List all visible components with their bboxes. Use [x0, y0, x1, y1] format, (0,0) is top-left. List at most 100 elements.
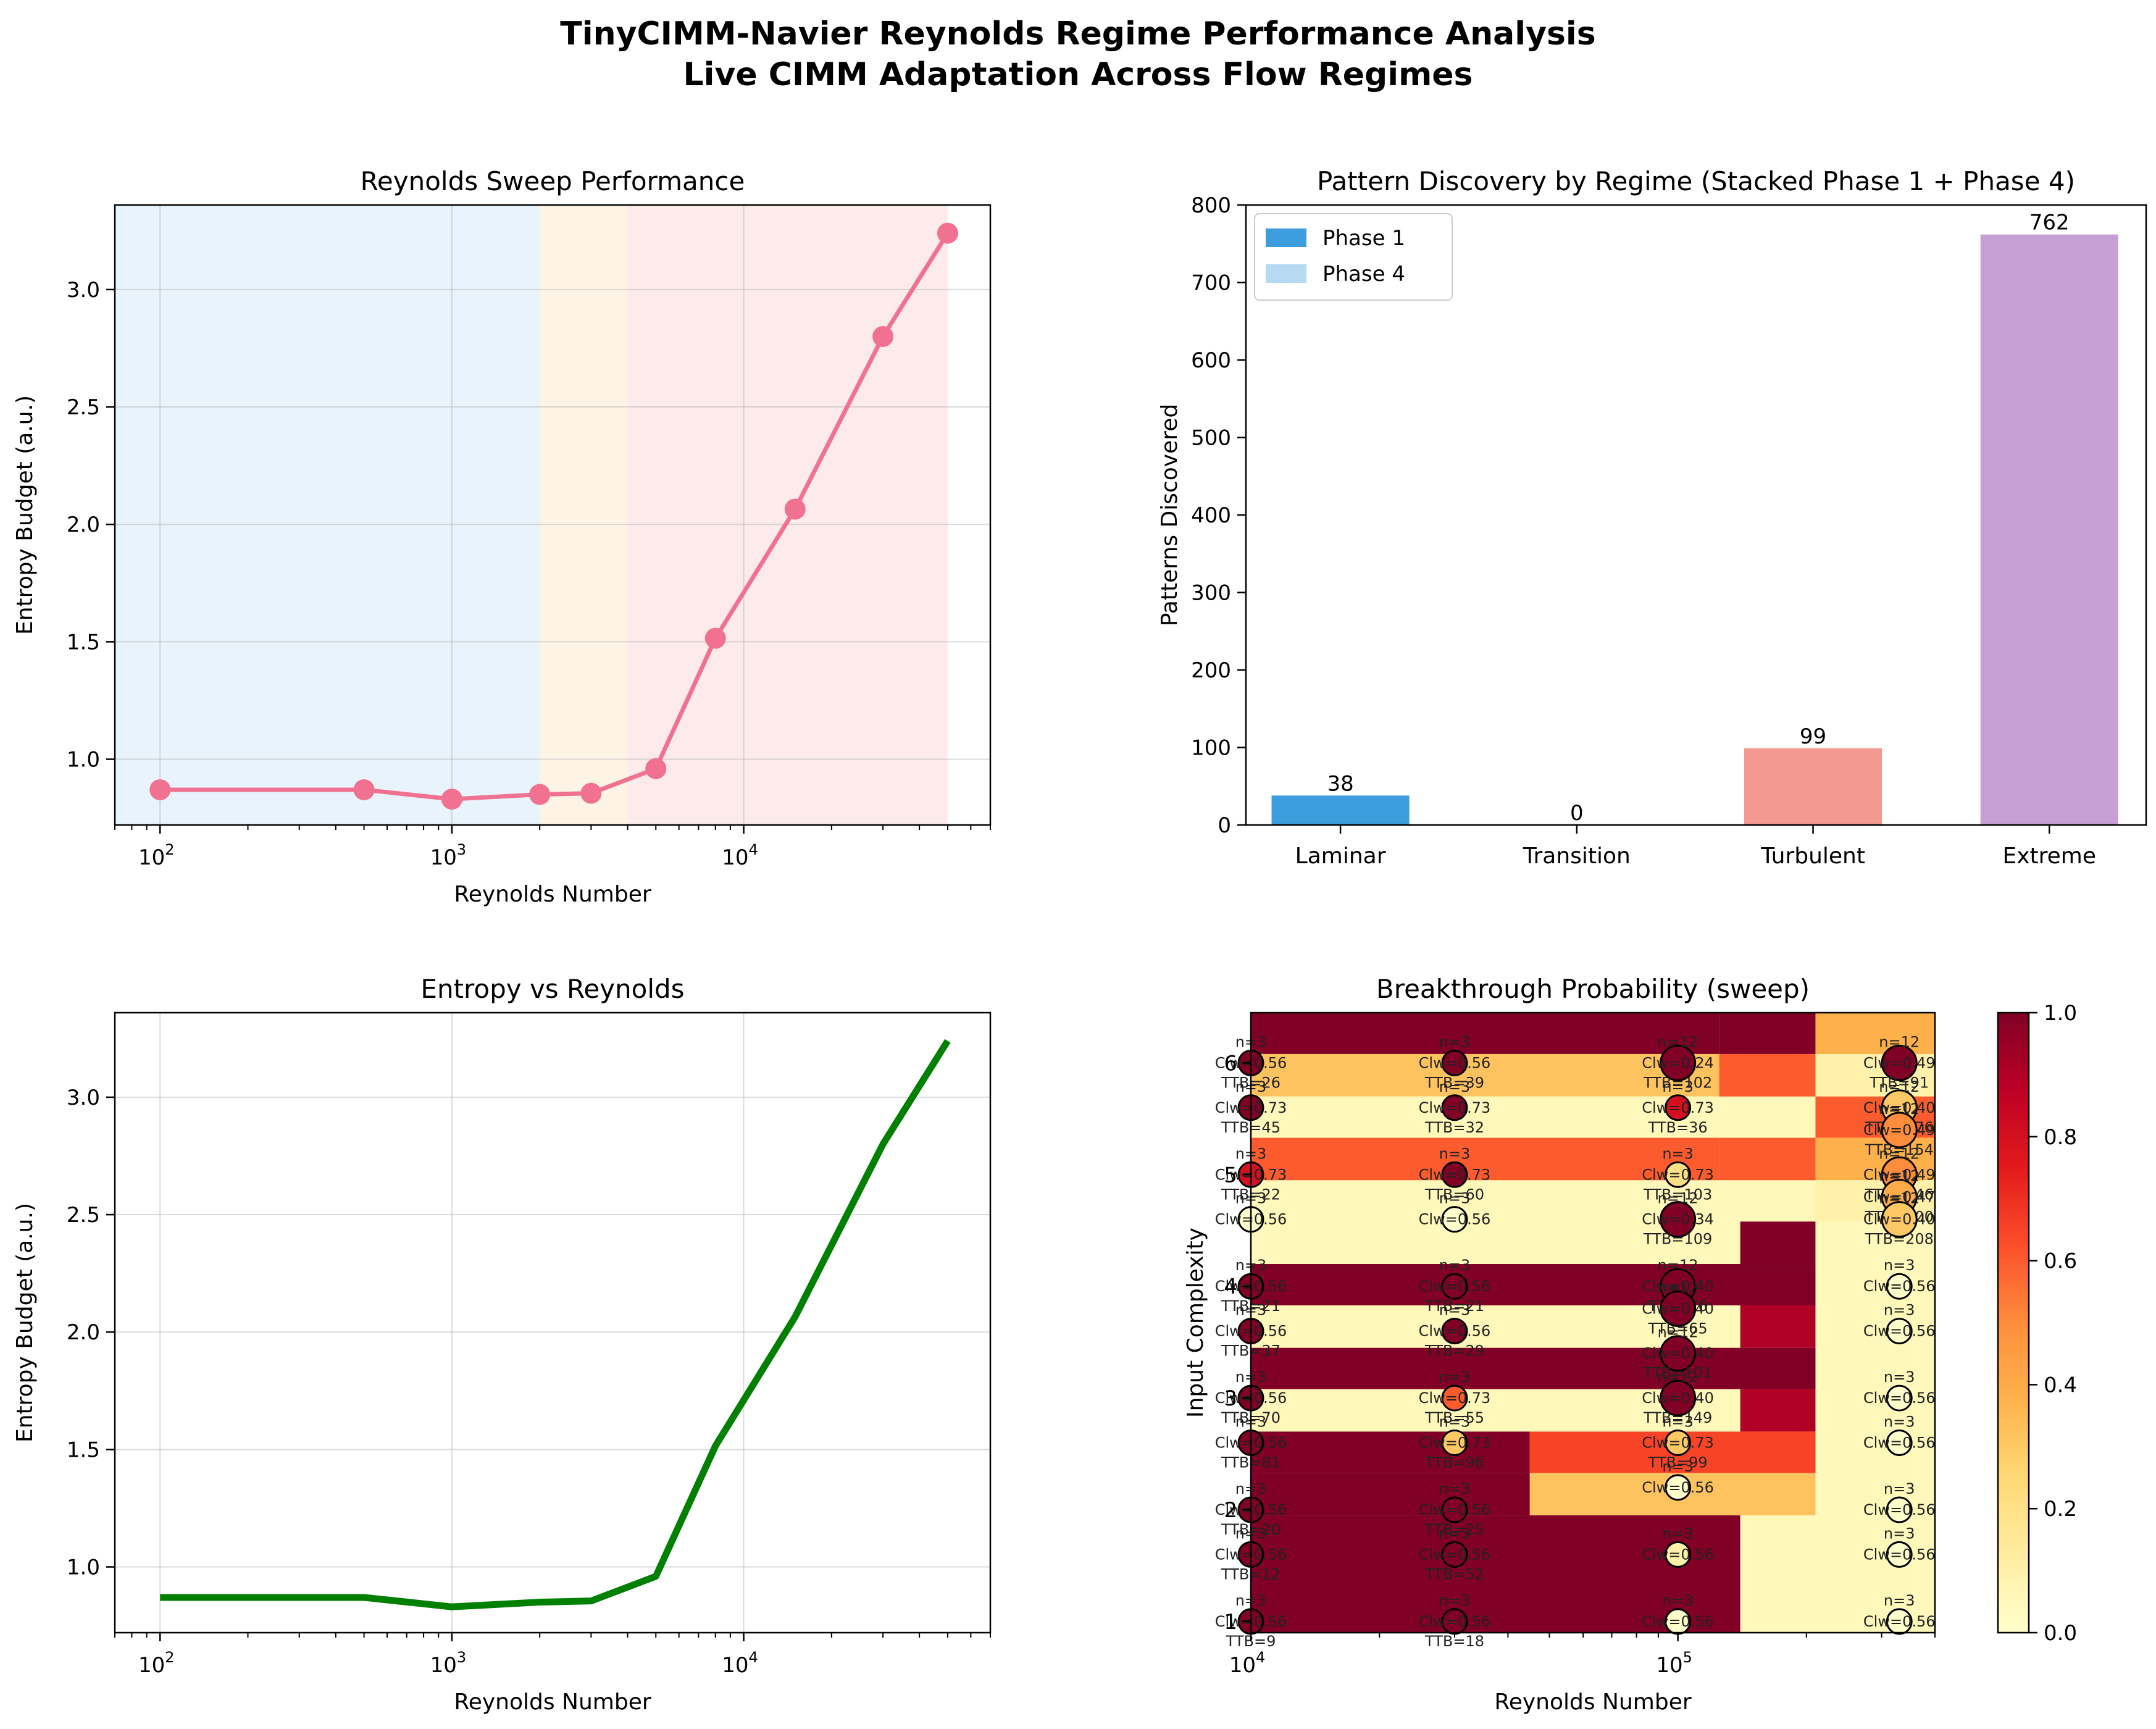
point-clw-label: Clw=0.49: [1863, 1054, 1936, 1071]
x-tick-label: 102: [138, 841, 175, 870]
heatmap-cell: [1251, 1096, 1719, 1138]
y-tick-label: 2: [1224, 1498, 1237, 1523]
point-count-label: n=3: [1439, 1302, 1471, 1319]
figure-title-line-2: Live CIMM Adaptation Across Flow Regimes: [683, 56, 1473, 93]
point-count-label: n=3: [1439, 1033, 1471, 1050]
point-ttb-label: TTB=25: [1424, 1521, 1484, 1538]
sample-point: [1660, 1044, 1697, 1081]
heatmap-cell: [1251, 1053, 1719, 1097]
y-tick-label: 300: [1191, 581, 1231, 606]
point-count-label: n=12: [1658, 1368, 1698, 1386]
point-ttb-label: TTB=52: [1424, 1565, 1484, 1583]
sample-point: [1886, 1429, 1913, 1456]
heatmap-cell: [1251, 1137, 1719, 1181]
sample-point: [1665, 1429, 1692, 1456]
point-count-label: n=12: [1658, 1324, 1698, 1341]
point-count-label: n=3: [1884, 1525, 1915, 1542]
point-count-label: n=3: [1439, 1413, 1471, 1430]
point-count-label: n=12: [1658, 1279, 1698, 1296]
point-count-label: n=3: [1439, 1592, 1471, 1609]
y-tick-label: 1.0: [67, 748, 100, 772]
point-count-label: n=3: [1884, 1368, 1915, 1386]
axes-frame: [114, 204, 992, 826]
point-ttb-label: TTB=91: [1869, 1074, 1929, 1091]
heatmap-cell: [1251, 1473, 1530, 1516]
bar-total-label: 0: [1570, 801, 1584, 826]
point-count-label: n=3: [1439, 1480, 1471, 1497]
y-tick-label: 1.5: [67, 630, 100, 655]
x-tick-label: Turbulent: [1760, 844, 1865, 869]
x-tick-label: Transition: [1523, 844, 1631, 869]
y-tick-label: 2.5: [67, 395, 100, 420]
point-clw-label: Clw=0.73: [1642, 1166, 1714, 1183]
point-clw-label: Clw=0.73: [1419, 1099, 1491, 1116]
data-point: [149, 779, 171, 800]
colorbar-tick-label: 0.2: [2044, 1497, 2077, 1522]
point-count-label: n=3: [1662, 1145, 1694, 1162]
y-tick-label: 2.5: [67, 1203, 100, 1228]
point-ttb-label: TTB=39: [1424, 1074, 1484, 1091]
sample-point: [1441, 1161, 1468, 1188]
bar-turbulent: [1744, 748, 1882, 825]
data-point: [704, 627, 726, 649]
sample-point: [1441, 1384, 1468, 1412]
panel-reynolds-sweep: 102 103 104 1.0 1.5 2.0 2.5 3.0 Reynolds Sweep P…: [12, 166, 992, 907]
point-ttb-label: TTB=103: [1643, 1186, 1712, 1203]
point-clw-label: Clw=0.73: [1419, 1389, 1491, 1407]
series-line: [160, 1039, 951, 1610]
point-clw-label: Clw=0.40: [1642, 1300, 1714, 1317]
point-clw-label: Clw=0.56: [1419, 1546, 1491, 1563]
data-point: [441, 789, 462, 810]
point-count-label: n=12: [1658, 1033, 1698, 1050]
y-tick-label: 2.0: [67, 513, 100, 537]
point-count-label: n=3: [1884, 1413, 1915, 1430]
sample-point: [1886, 1384, 1913, 1412]
point-clw-label: Clw=0.73: [1419, 1166, 1491, 1183]
heatmap-cell: [1815, 1013, 1935, 1054]
x-axis-label: Reynolds Number: [454, 1689, 651, 1715]
data-point: [580, 782, 602, 804]
sample-point: [1660, 1379, 1697, 1417]
heatmap-cell: [1251, 1013, 1719, 1054]
point-count-label: n=12: [1879, 1190, 1920, 1207]
point-clw-label: Clw=0.40: [1863, 1211, 1936, 1228]
point-clw-label: Clw=0.24: [1642, 1054, 1714, 1071]
sample-point: [1881, 1044, 1918, 1081]
point-count-label: n=3: [1439, 1257, 1471, 1274]
y-tick-label: 200: [1191, 658, 1231, 683]
sample-point: [1886, 1273, 1913, 1300]
sample-point: [1881, 1201, 1918, 1238]
point-count-label: n=12: [1879, 1167, 1920, 1184]
heatmap-cell: [1251, 1264, 1816, 1305]
heatmap-cell: [1719, 1013, 1816, 1054]
y-tick-label: 400: [1191, 503, 1231, 528]
point-clw-label: Clw=0.56: [1419, 1278, 1491, 1295]
heatmap-cell: [1740, 1515, 1816, 1633]
y-tick-label: 1.5: [67, 1438, 100, 1462]
series-line: [160, 232, 950, 802]
point-ttb-label: TTB=208: [1865, 1231, 1934, 1248]
legend-label: Phase 4: [1322, 262, 1405, 287]
colorbar-tick-label: 1.0: [2044, 1001, 2077, 1026]
heatmap-cell: [1740, 1305, 1816, 1348]
point-count-label: n=12: [1879, 1033, 1920, 1050]
point-ttb-label: TTB=60: [1424, 1186, 1484, 1203]
sample-point: [1441, 1496, 1468, 1523]
heatmap-cell: [1251, 1431, 1530, 1473]
data-point: [353, 779, 375, 800]
x-axis-label: Reynolds Number: [454, 882, 651, 907]
point-clw-label: Clw=0.56: [1419, 1323, 1491, 1340]
point-clw-label: Clw=0.40: [1642, 1389, 1714, 1407]
legend-label: Phase 1: [1322, 226, 1405, 251]
point-ttb-label: TTB=36: [1648, 1119, 1708, 1136]
x-tick-label: 104: [722, 1649, 758, 1678]
y-tick-label: 800: [1191, 193, 1231, 218]
point-clw-label: Clw=0.73: [1642, 1434, 1714, 1451]
point-clw-label: Clw=0.56: [1642, 1613, 1714, 1630]
point-clw-label: Clw=0.40: [1642, 1345, 1714, 1362]
panel-pattern-discovery: 38 Laminar 0 Transition 99 Turbulent 762 Extrem…: [1157, 166, 2147, 869]
point-clw-label: Clw=0.56: [1863, 1323, 1936, 1340]
chart-title: Entropy vs Reynolds: [420, 974, 684, 1004]
chart-title: Breakthrough Probability (sweep): [1376, 974, 1810, 1004]
